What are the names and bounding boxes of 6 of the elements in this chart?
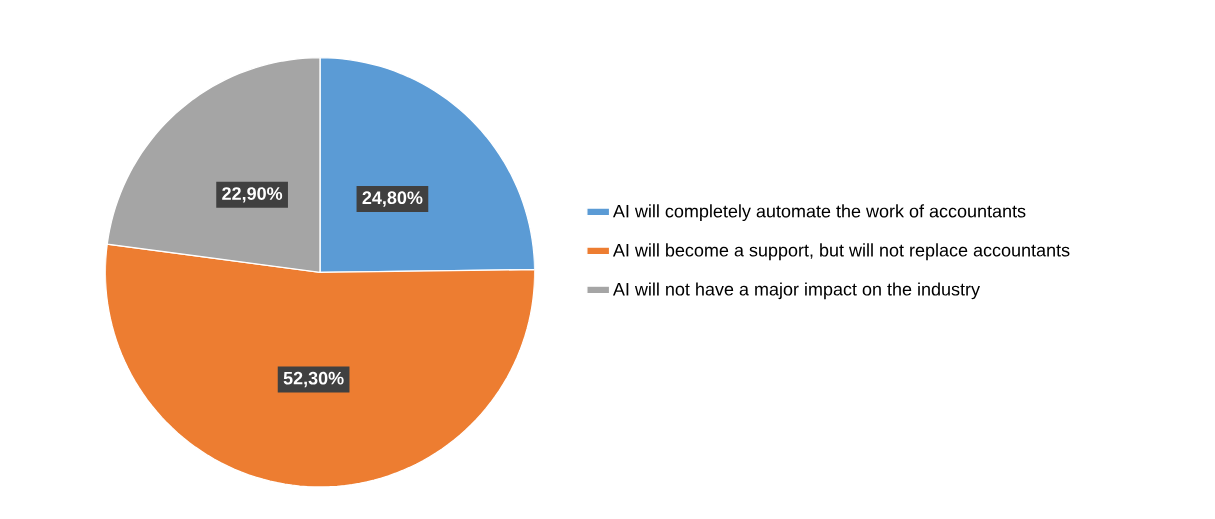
data-label: 22,90% [222, 187, 283, 203]
legend-label: AI will completely automate the work of accountants [612, 204, 1026, 222]
data-label: 52,30% [283, 371, 344, 388]
legend-label: AI will not have a major impact on the industry [612, 282, 980, 300]
legend-label: AI will become a support, but will not replace accountants [612, 243, 1070, 261]
data-label: 24,80% [362, 191, 423, 207]
